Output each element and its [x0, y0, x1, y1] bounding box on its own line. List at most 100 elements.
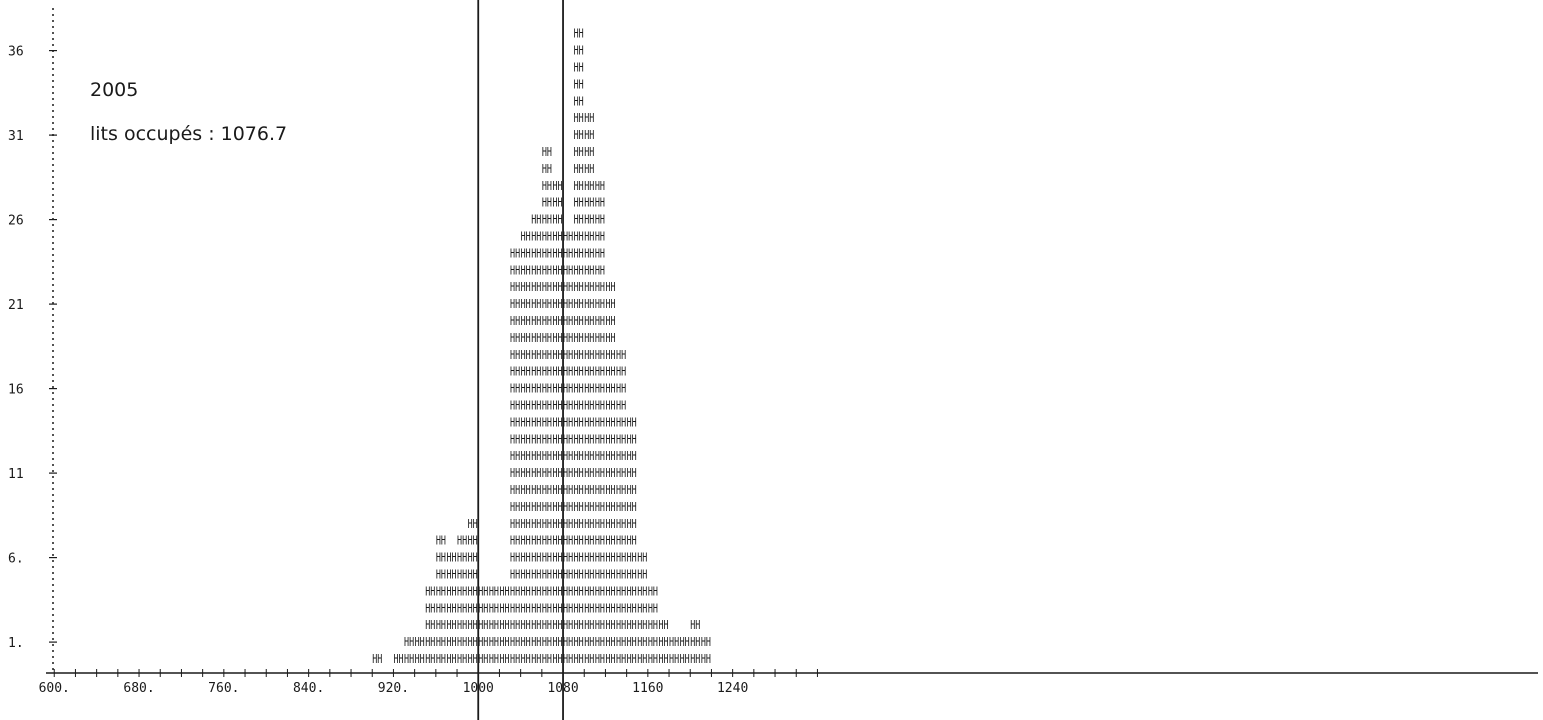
bar-glyph-row: HH [605, 533, 615, 548]
bar-glyph-row: HH [637, 651, 647, 666]
bar-glyph-row: HH [457, 583, 467, 598]
bar-glyph-row: HH [563, 516, 573, 531]
bar-glyph-row: HH [584, 651, 594, 666]
histogram-bar: HHHHHHHHHHHHHHHHHHHHHHHHHHHHHHHHHHHHHHHH… [531, 212, 541, 666]
bar-glyph-row: HH [584, 634, 594, 649]
bar-glyph-row: HH [404, 651, 414, 666]
bar-glyph-row: HH [446, 617, 456, 632]
bar-glyph-row: HH [627, 600, 637, 615]
bar-glyph-row: HH [521, 279, 531, 294]
bar-glyph-row: HH [425, 651, 435, 666]
bar-glyph-row: HH [510, 364, 520, 379]
bar-glyph-row: HH [415, 651, 425, 666]
bar-glyph-row: HH [489, 634, 499, 649]
bar-glyph-row: HH [605, 398, 615, 413]
bar-glyph-row: HH [605, 583, 615, 598]
bar-glyph-row: HH [510, 279, 520, 294]
bar-glyph-row: HH [605, 499, 615, 514]
bar-glyph-row: HH [658, 634, 668, 649]
bar-glyph-row: HH [552, 533, 562, 548]
bar-glyph-row: HH [552, 482, 562, 497]
bar-glyph-row: HH [457, 550, 467, 565]
x-tick-label: 840. [293, 681, 324, 696]
bar-glyph-row: HH [648, 651, 658, 666]
histogram-bar: HH [393, 651, 403, 666]
bar-glyph-row: HH [584, 330, 594, 345]
bar-glyph-row: HH [595, 634, 605, 649]
bar-glyph-row: HH [574, 600, 584, 615]
bar-glyph-row: HH [521, 533, 531, 548]
bar-glyph-row: HH [605, 431, 615, 446]
bar-glyph-row: HH [595, 347, 605, 362]
bar-glyph-row: HH [457, 651, 467, 666]
bar-glyph-row: HH [584, 262, 594, 277]
histogram-bar: HHHHHHHHHHHHHHHHHHHHHHHHHHHHHHHHHHHHHHHH… [521, 229, 531, 667]
bar-glyph-row: HH [595, 381, 605, 396]
bar-glyph-row: HH [499, 634, 509, 649]
x-tick-label: 1240 [717, 681, 748, 696]
bar-glyph-row: HH [393, 651, 403, 666]
bar-glyph-row: HH [542, 195, 552, 210]
bar-glyph-row: HH [574, 93, 584, 108]
bar-glyph-row: HH [542, 364, 552, 379]
bar-glyph-row: HH [531, 583, 541, 598]
bar-glyph-row: HH [563, 651, 573, 666]
bar-glyph-row: HH [510, 465, 520, 480]
bar-glyph-row: HH [521, 634, 531, 649]
bar-glyph-row: HH [574, 144, 584, 159]
bar-glyph-row: HH [542, 550, 552, 565]
bar-glyph-row: HH [521, 313, 531, 328]
histogram-bar: HH HH [415, 634, 425, 666]
bar-glyph-row: HH [552, 600, 562, 615]
bar-glyph-row: HH [552, 229, 562, 244]
bar-glyph-row: HH [468, 550, 478, 565]
bar-glyph-row: HH [531, 617, 541, 632]
bar-glyph-row: HH [425, 583, 435, 598]
bar-glyph-row: HH [627, 448, 637, 463]
bar-glyph-row: HH [574, 245, 584, 260]
bar-glyph-row: HH [457, 533, 467, 548]
bar-glyph-row: HH [563, 533, 573, 548]
bar-glyph-row: HH [595, 330, 605, 345]
bar-glyph-row: HH [595, 550, 605, 565]
bar-glyph-row: HH [510, 448, 520, 463]
x-tick-label: 1160 [632, 681, 663, 696]
bar-glyph-row: HH [574, 110, 584, 125]
bar-glyph-row: HH [574, 347, 584, 362]
bar-glyph-row: HH [531, 296, 541, 311]
bar-glyph-row: HH [627, 465, 637, 480]
bar-glyph-row: HH [616, 651, 626, 666]
bar-glyph-row: HH [616, 533, 626, 548]
bar-glyph-row: HH [531, 330, 541, 345]
bar-glyph-row: HH [584, 347, 594, 362]
bar-glyph-row: HH [574, 465, 584, 480]
bar-glyph-row: HH [425, 617, 435, 632]
bar-glyph-row: HH [531, 364, 541, 379]
histogram-bar: HHHHHHHHHHHHHHHHHHHHHHHHHHHHHHHHHHHHHHHH… [552, 178, 562, 666]
bar-glyph-row: HH [637, 550, 647, 565]
bar-glyph-row: HH [605, 313, 615, 328]
bar-glyph-row: HH [595, 398, 605, 413]
bar-glyph-row: HH [595, 212, 605, 227]
bar-glyph-row: HH [584, 245, 594, 260]
bar-glyph-row: HH [574, 617, 584, 632]
bar-glyph-row: HH [595, 567, 605, 582]
bar-glyph-row: HH [595, 178, 605, 193]
bar-glyph-row: HH [425, 634, 435, 649]
bar-glyph-row: HH [510, 634, 520, 649]
bar-glyph-row: HH [563, 381, 573, 396]
histogram-bar: HHHHHHHHHHHHHHHHHHHHHHHHHHHHHHHHHHHHHHHH… [574, 26, 584, 666]
bar-glyph-row: HH [542, 279, 552, 294]
bar-glyph-row: HH [584, 617, 594, 632]
bar-glyph-row: HH [584, 533, 594, 548]
bar-glyph-row: HH [627, 617, 637, 632]
bar-glyph-row: HH [510, 262, 520, 277]
y-tick-label: 26 [8, 214, 24, 229]
bar-glyph-row: HH [574, 516, 584, 531]
bar-glyph-row: HH [616, 499, 626, 514]
bar-glyph-row: HH [616, 465, 626, 480]
bar-glyph-row: HH [510, 583, 520, 598]
bar-glyph-row: HH [595, 533, 605, 548]
